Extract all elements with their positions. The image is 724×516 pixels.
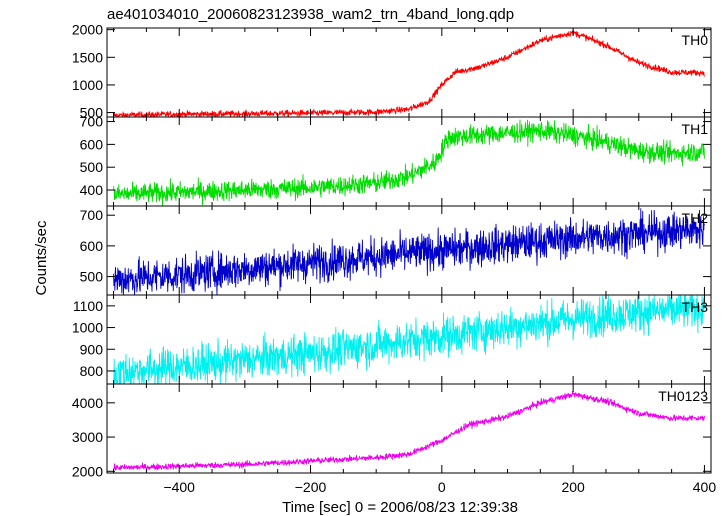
series-line-th0123	[113, 391, 705, 472]
y-tick-label: 1500	[72, 49, 103, 65]
panel-label: TH0123	[658, 388, 708, 404]
y-tick-label: 700	[80, 207, 104, 223]
y-tick-label: 600	[80, 238, 104, 254]
x-axis-label: Time [sec] 0 = 2006/08/23 12:39:38	[282, 499, 518, 516]
series-line-th2	[113, 208, 705, 296]
y-tick-label: 500	[80, 269, 104, 285]
panel-th1: 400 500 600 700 TH1	[80, 114, 712, 207]
chart-title: ae401034010_20060823123938_wam2_trn_4ban…	[107, 6, 514, 23]
y-tick-label: 400	[80, 182, 104, 198]
panel-label: TH1	[682, 121, 709, 137]
y-tick-label: 2000	[72, 463, 103, 479]
y-tick-label: 2000	[72, 22, 103, 38]
panel-frame	[106, 27, 712, 118]
y-tick-label: 1100	[73, 298, 103, 314]
y-tick-label: 1000	[72, 77, 103, 93]
x-tick-label: 200	[561, 479, 585, 495]
y-tick-label: 500	[80, 105, 104, 121]
x-tick-label: −200	[295, 479, 327, 495]
panel-label: TH3	[682, 299, 709, 315]
y-tick-label: 700	[80, 114, 104, 130]
panel-th3: 800 900 1000 1100 TH3	[72, 294, 712, 385]
series-line-th0	[113, 29, 705, 119]
y-tick-label: 4000	[72, 395, 103, 411]
series-line-th3	[113, 294, 705, 385]
y-axis-label: Counts/sec	[33, 220, 50, 296]
y-tick-label: 900	[80, 341, 104, 357]
x-tick-label: −400	[163, 479, 195, 495]
y-tick-label: 800	[80, 363, 104, 379]
y-tick-label: 500	[80, 159, 104, 175]
panel-label: TH2	[682, 210, 709, 226]
series-line-th1	[113, 119, 705, 206]
panel-th0123: 2000 3000 4000 TH0123	[72, 383, 712, 479]
y-tick-label: 1000	[72, 320, 103, 336]
panel-th2: 500 600 700 TH2	[80, 205, 712, 296]
y-tick-label: 3000	[72, 429, 103, 445]
x-tick-label: 0	[438, 479, 446, 495]
x-tick-label: 400	[693, 479, 717, 495]
y-tick-label: 600	[80, 136, 104, 152]
panel-th0: 500 1000 1500 2000 TH0	[72, 22, 712, 121]
panel-label: TH0	[682, 32, 709, 48]
panel-frame	[106, 383, 712, 474]
